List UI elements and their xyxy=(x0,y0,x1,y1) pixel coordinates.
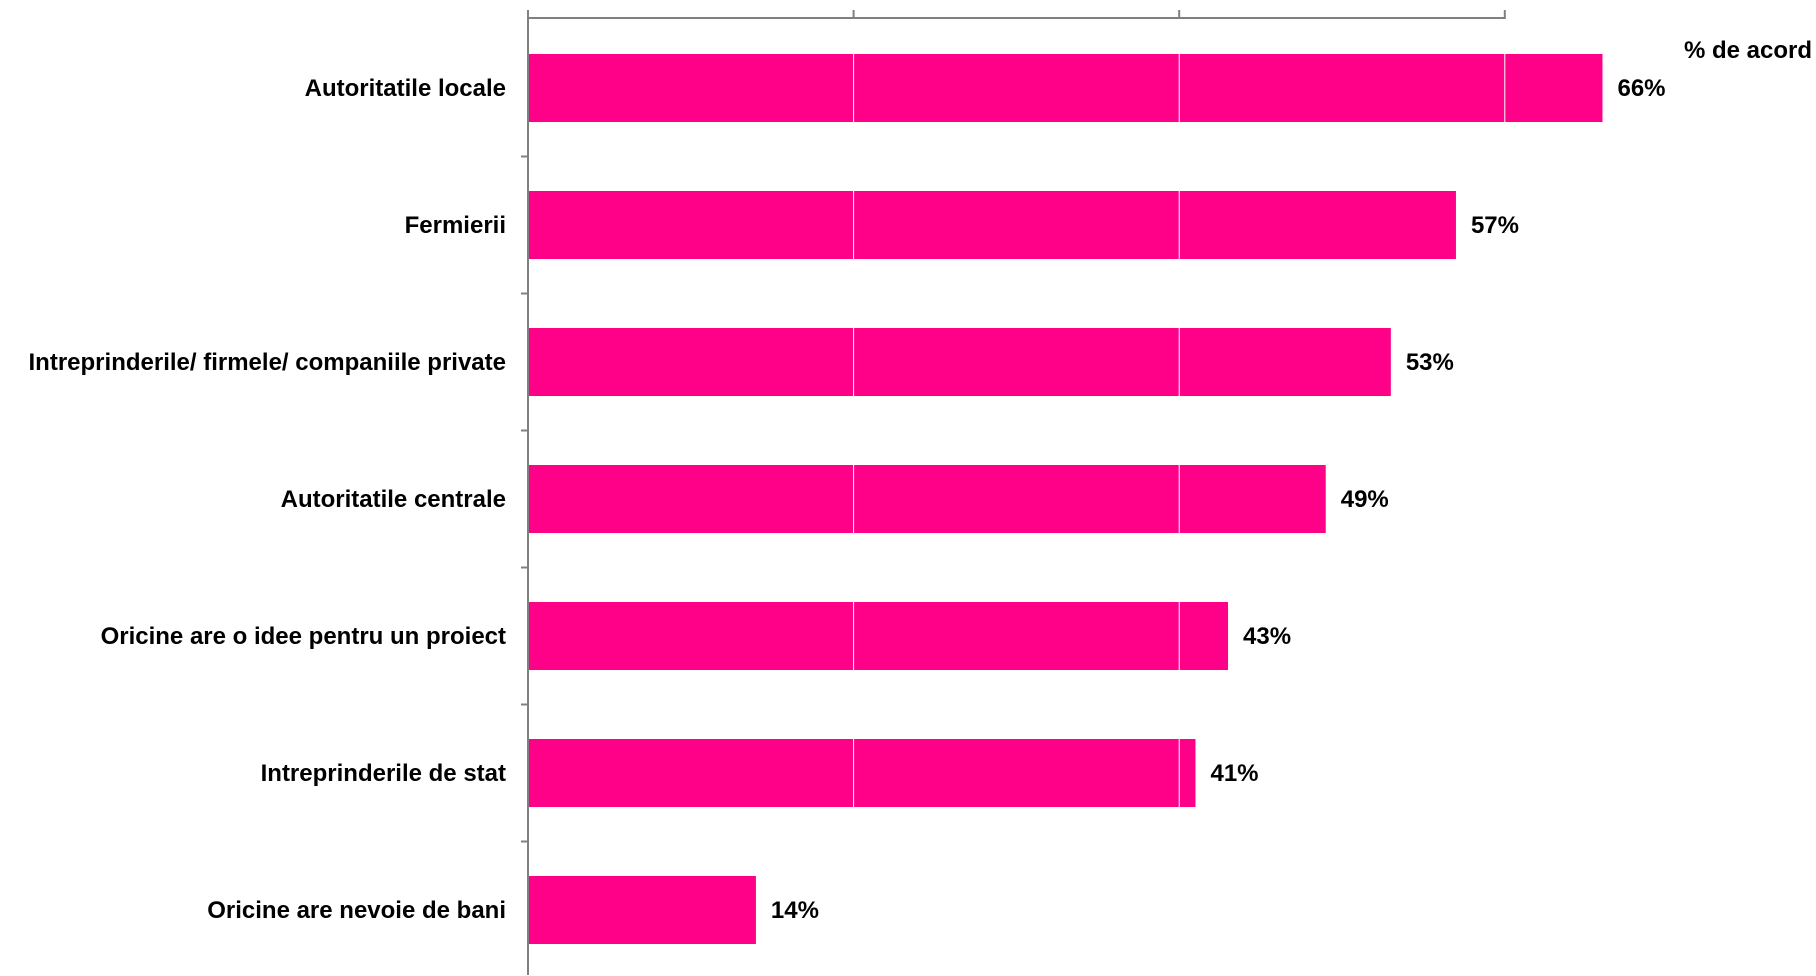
grid-layer xyxy=(853,18,1506,975)
data-label: 57% xyxy=(1471,212,1519,239)
labels-layer: Autoritatile locale Fermierii Intreprinder… xyxy=(29,75,1666,924)
data-label: 49% xyxy=(1341,486,1389,513)
data-label: 53% xyxy=(1406,349,1454,376)
bars-layer xyxy=(528,54,1603,944)
axis-layer xyxy=(521,10,1506,975)
category-label: Fermierii xyxy=(405,212,506,239)
category-label: Oricine are o idee pentru un proiect xyxy=(101,623,506,650)
category-label: Intreprinderile/ firmele/ companiile pri… xyxy=(29,349,506,376)
data-label: 66% xyxy=(1617,75,1665,102)
category-label: Autoritatile locale xyxy=(305,75,506,102)
data-label: 41% xyxy=(1210,760,1258,787)
bar xyxy=(528,328,1391,396)
data-label: 43% xyxy=(1243,623,1291,650)
data-label: 14% xyxy=(771,897,819,924)
bar xyxy=(528,54,1603,122)
category-label: Oricine are nevoie de bani xyxy=(207,897,506,924)
bar xyxy=(528,602,1229,670)
bar xyxy=(528,876,756,944)
bar xyxy=(528,739,1196,807)
category-label: Intreprinderile de stat xyxy=(261,760,506,787)
bar xyxy=(528,465,1326,533)
category-label: Autoritatile centrale xyxy=(281,486,506,513)
bar xyxy=(528,191,1456,259)
unit-label: % de acord xyxy=(1684,37,1812,64)
